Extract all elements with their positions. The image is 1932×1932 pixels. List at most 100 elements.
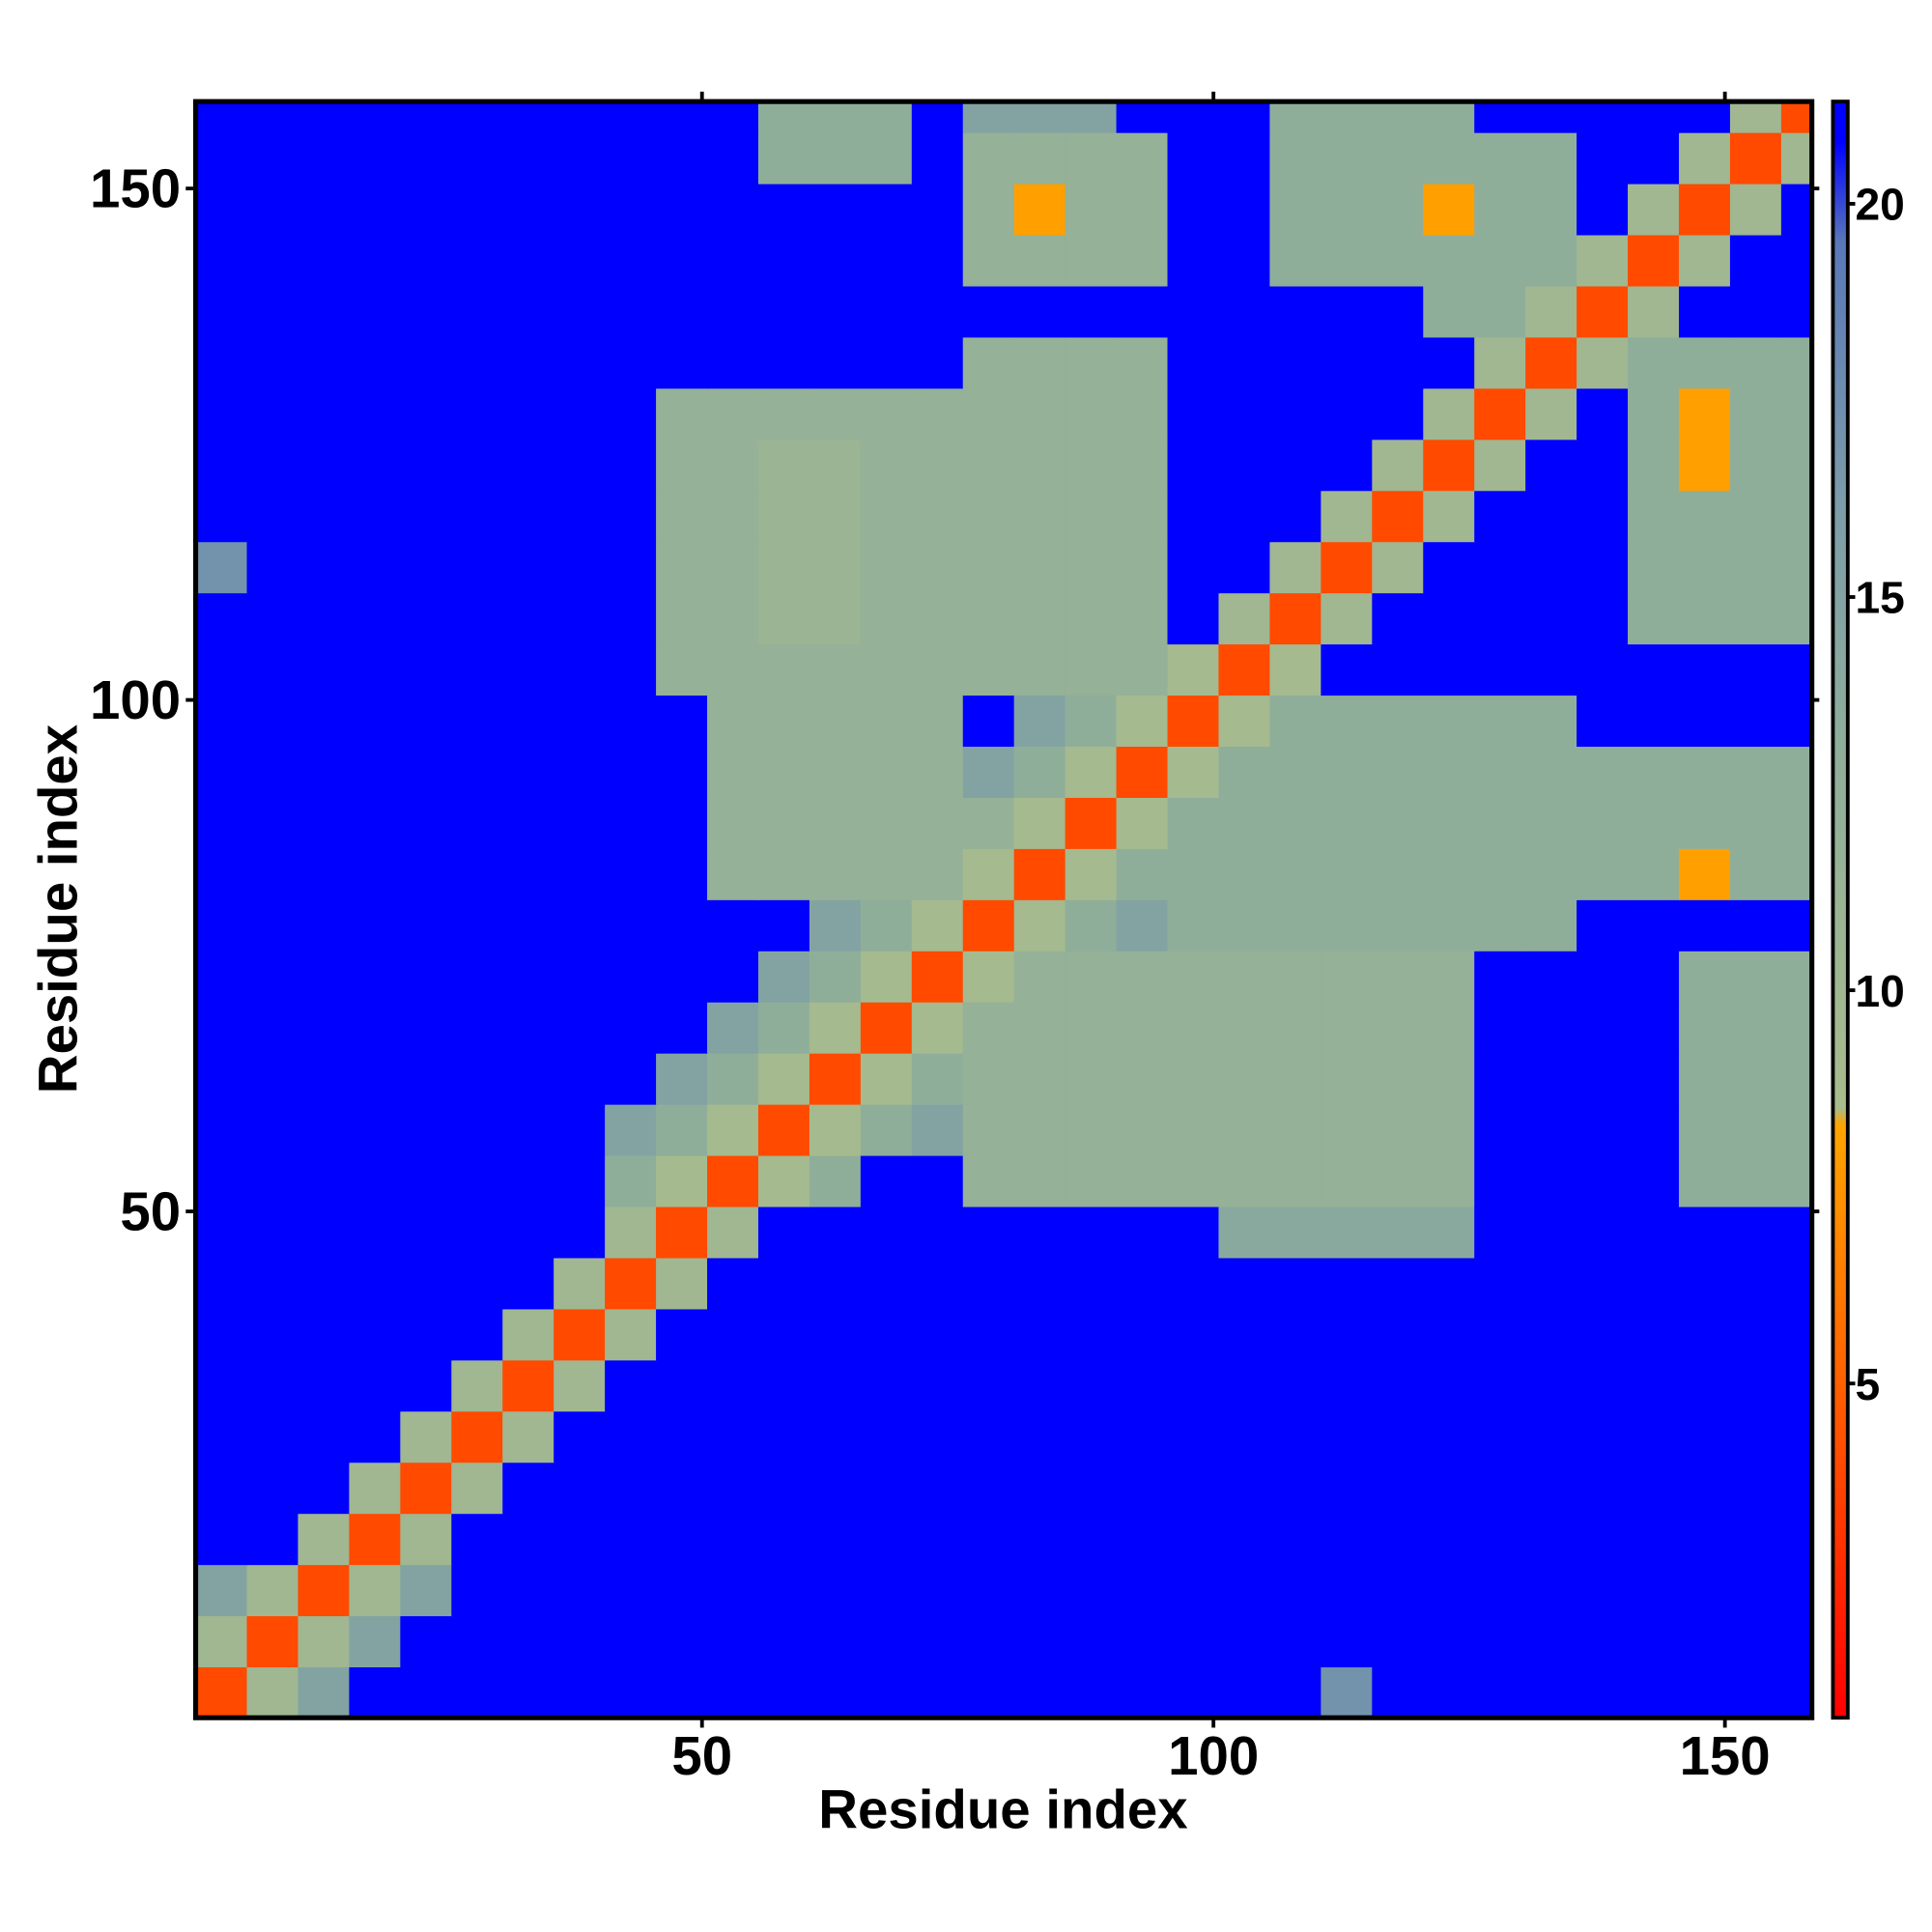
heatmap-cell [400,336,453,389]
heatmap-cell [1116,183,1169,236]
heatmap-cell [1372,1410,1425,1463]
heatmap-cell [502,592,554,645]
heatmap-cell [400,1564,453,1617]
heatmap-cell [1116,1103,1169,1156]
heatmap-cell [1474,387,1526,440]
heatmap-cell [298,1257,351,1310]
heatmap-cell [1269,1666,1322,1719]
heatmap-cell [1372,101,1425,133]
heatmap-cell [911,101,964,133]
heatmap-cell [1218,1462,1271,1515]
heatmap-cell [502,1513,554,1566]
heatmap-cell [1525,1462,1577,1515]
heatmap-cell [809,695,862,748]
heatmap-cell [911,1001,964,1054]
heatmap-cell [1474,285,1526,338]
heatmap-cell [911,695,964,748]
heatmap-cell [757,951,810,1003]
heatmap-cell [1525,1154,1577,1208]
heatmap-cell [757,848,810,900]
heatmap-cell [809,336,862,389]
y-tick-label: 50 [120,1180,181,1241]
heatmap-cell [246,1001,299,1054]
heatmap-cell [1013,101,1066,133]
x-tick-label: 100 [1168,1725,1259,1786]
heatmap-cell [1729,1154,1782,1208]
heatmap-cell [298,899,351,952]
heatmap-cell [451,1666,504,1719]
heatmap-cell [757,387,810,440]
heatmap-cell [1474,131,1526,185]
heatmap-cell [707,1462,759,1515]
heatmap-cell [656,131,708,185]
x-axis-title: Residue index [818,1778,1187,1839]
heatmap-cell [605,1666,657,1719]
heatmap-cell [298,592,351,645]
heatmap-cell [349,797,402,849]
heatmap-cell [246,439,299,492]
heatmap-cell [195,1615,248,1668]
heatmap-cell [809,1001,862,1054]
heatmap-cell [502,101,554,133]
heatmap-cell [502,1564,554,1617]
heatmap-cell [451,1513,504,1566]
heatmap-cell [246,1359,299,1412]
heatmap-cell [554,1564,606,1617]
heatmap-cell [1167,336,1220,389]
heatmap-cell [1065,746,1118,798]
heatmap-cell [1167,1052,1220,1105]
heatmap-cell [757,336,810,389]
heatmap-cell [1525,1308,1577,1361]
heatmap-cell [1628,387,1680,440]
heatmap-cell [1423,643,1475,696]
heatmap-cell [809,643,862,696]
heatmap-cell [605,1564,657,1617]
heatmap-cell [1065,1052,1118,1105]
heatmap-cell [809,592,862,645]
heatmap-cell [1577,797,1629,849]
heatmap-cell [1269,1052,1322,1105]
heatmap-cell [809,1103,862,1156]
colorbar-tick-label: 10 [1856,966,1905,1016]
heatmap-cell [860,387,913,440]
heatmap-cell [1577,746,1629,798]
heatmap-cell [1678,131,1731,185]
heatmap-cell [1013,1052,1066,1105]
heatmap-cell [1678,387,1731,440]
heatmap-cell [1729,848,1782,900]
heatmap-cell [1525,746,1577,798]
heatmap-cell [554,1359,606,1412]
heatmap-cell [1525,1001,1577,1054]
heatmap-cell [809,951,862,1003]
heatmap-cell [502,1154,554,1208]
heatmap-cell [1065,1206,1118,1259]
heatmap-cell [1372,695,1425,748]
heatmap-cell [1577,1257,1629,1310]
heatmap-cell [502,439,554,492]
heatmap-cell [605,1103,657,1156]
heatmap-cell [1116,797,1169,849]
heatmap-cell [1116,1410,1169,1463]
heatmap-cell [707,1666,759,1719]
heatmap-cell [1372,183,1425,236]
heatmap-cell [656,1308,708,1361]
heatmap-cell [1474,899,1526,952]
heatmap-cell [246,387,299,440]
heatmap-cell [298,336,351,389]
heatmap-cell [962,1513,1015,1566]
heatmap-cell [1372,1462,1425,1515]
heatmap-cell [451,490,504,543]
heatmap-cell [757,183,810,236]
heatmap-cell [1116,285,1169,338]
heatmap-cell [1628,1359,1680,1412]
heatmap-cell [400,1257,453,1310]
heatmap-cell [502,951,554,1003]
heatmap-cell [1116,336,1169,389]
heatmap-cell [1678,101,1731,133]
heatmap-cell [1729,797,1782,849]
heatmap-cell [1321,1666,1374,1719]
heatmap-cell [1729,951,1782,1003]
heatmap-cell [656,643,708,696]
heatmap-cell [1628,797,1680,849]
heatmap-cell [962,1154,1015,1208]
